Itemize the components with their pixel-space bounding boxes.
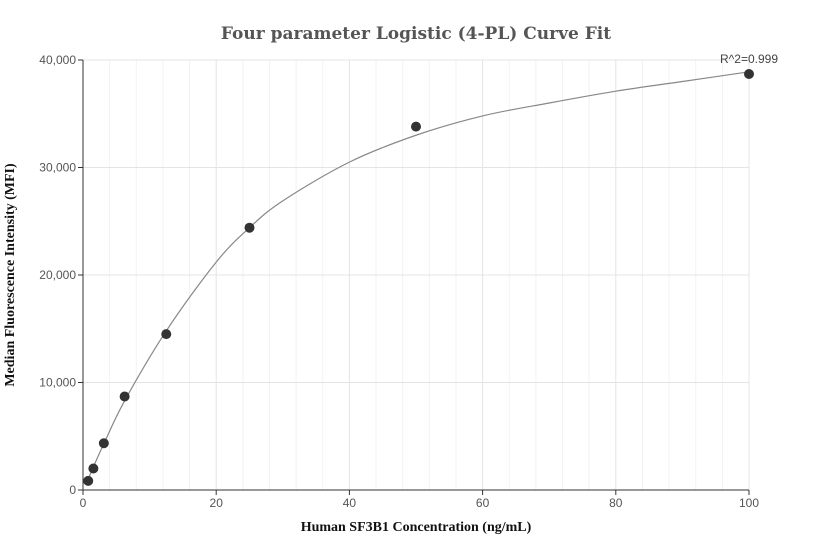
y-tick-label: 10,000 bbox=[39, 376, 76, 390]
x-tick-label: 40 bbox=[343, 496, 357, 510]
data-point bbox=[98, 438, 109, 449]
data-point bbox=[411, 121, 421, 132]
data-points bbox=[83, 68, 754, 486]
data-point bbox=[88, 463, 99, 474]
r-squared-annotation: R^2=0.999 bbox=[720, 52, 778, 66]
y-tick-label: 0 bbox=[69, 483, 76, 497]
fit-curve bbox=[87, 71, 750, 480]
data-point bbox=[244, 222, 255, 233]
grid bbox=[83, 59, 750, 490]
x-tick-label: 60 bbox=[476, 496, 490, 510]
x-tick-label: 20 bbox=[210, 496, 224, 510]
y-tick-label: 20,000 bbox=[39, 268, 76, 282]
x-axis-label: Human SF3B1 Concentration (ng/mL) bbox=[301, 520, 532, 535]
data-point bbox=[119, 391, 130, 402]
y-axis-label: Median Fluorescence Intensity (MFI) bbox=[3, 163, 18, 387]
chart-title: Four parameter Logistic (4-PL) Curve Fit bbox=[221, 24, 611, 44]
x-tick-label: 80 bbox=[609, 496, 623, 510]
data-point bbox=[744, 68, 754, 79]
y-tick-label: 30,000 bbox=[39, 161, 76, 175]
x-tick-label: 0 bbox=[80, 496, 87, 510]
x-tick-label: 100 bbox=[739, 496, 759, 510]
data-point bbox=[83, 475, 94, 486]
y-tick-label: 40,000 bbox=[39, 53, 76, 67]
ticks: 0 20 40 60 80 100 0 10,000 20,000 30,000 40,000 bbox=[39, 53, 759, 510]
data-point bbox=[161, 329, 172, 340]
